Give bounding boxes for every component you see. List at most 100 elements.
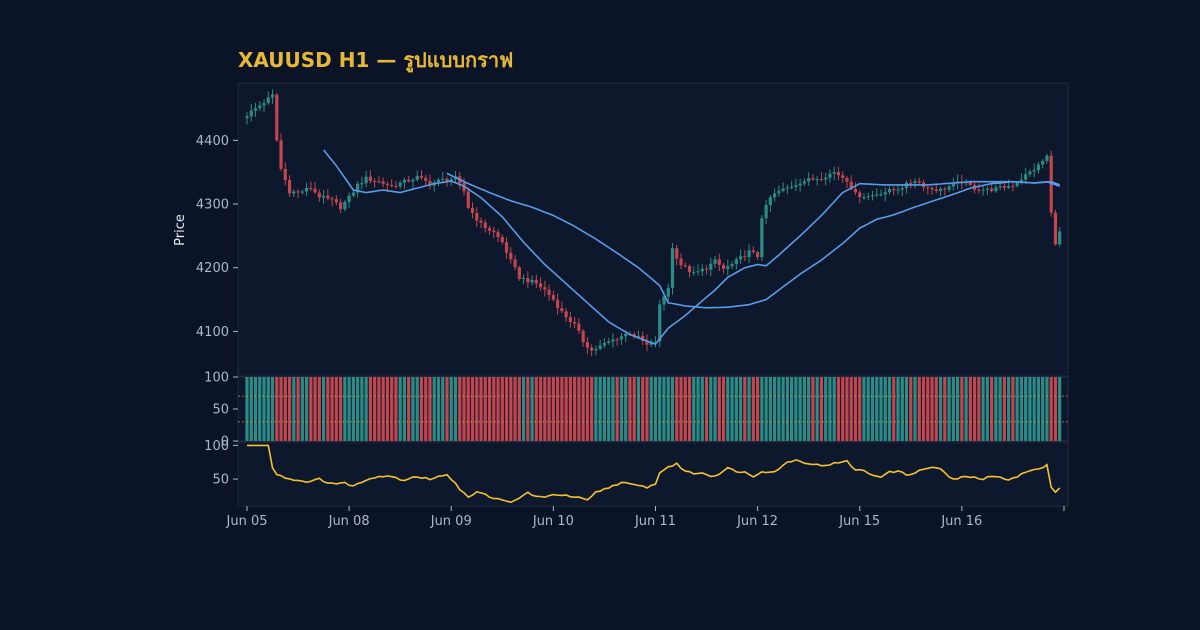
candle-body — [585, 341, 589, 348]
volume-bar — [432, 377, 436, 441]
volume-bar — [904, 377, 909, 441]
candle-body — [436, 179, 441, 183]
volume-bar — [743, 377, 747, 441]
volume-bar — [275, 377, 279, 441]
volume-bar — [1036, 377, 1041, 441]
candle-body — [845, 177, 849, 182]
candle-body — [611, 339, 615, 342]
candle-body — [1028, 171, 1032, 175]
candle-body — [670, 248, 675, 288]
moving-average-line — [322, 149, 1060, 346]
candle-body — [990, 188, 994, 192]
volume-bar — [560, 377, 564, 441]
volume-bar — [479, 377, 483, 441]
candle-body — [615, 339, 619, 341]
volume-bar — [466, 377, 470, 441]
volume-bar — [453, 377, 458, 441]
candle-body — [594, 348, 598, 351]
candle-body — [1036, 164, 1041, 171]
candle-body — [560, 308, 564, 312]
candle-body — [985, 188, 989, 190]
volume-bar — [517, 377, 521, 441]
candle-body — [785, 187, 789, 189]
candle-body — [704, 268, 709, 270]
axes: 4100 4200 4300 4400 0 50 100 50 100 Jun 05 Jun 08 J… — [196, 134, 1065, 529]
candle-body — [551, 295, 555, 300]
x-tick-label: Jun 11 — [634, 514, 676, 529]
candle-body — [275, 94, 279, 141]
candle-body — [709, 263, 713, 270]
volume-bar — [892, 377, 896, 441]
candle-body — [998, 186, 1002, 188]
volume-bar — [653, 377, 658, 441]
volume-bar — [726, 377, 730, 441]
candle-body — [364, 176, 368, 184]
candle-body — [334, 199, 338, 203]
candle-body — [492, 230, 496, 233]
volume-bar — [768, 377, 772, 441]
candle-body — [521, 277, 526, 279]
candle-body — [304, 188, 309, 192]
candle-body — [441, 178, 445, 180]
volume-bar — [245, 377, 249, 441]
candle-body — [1041, 160, 1045, 165]
candle-body — [487, 228, 492, 231]
volume-bar — [704, 377, 709, 441]
volume-bar — [649, 377, 653, 441]
candle-body — [543, 287, 547, 290]
volume-bar — [900, 377, 904, 441]
moving-averages — [322, 149, 1060, 346]
candle-body — [836, 172, 841, 176]
volume-bar — [1053, 377, 1058, 441]
candle-body — [696, 271, 700, 273]
x-tick-label: Jun 15 — [838, 514, 880, 529]
candle-body — [764, 204, 768, 219]
candle-body — [938, 188, 943, 191]
volume-bar — [373, 377, 377, 441]
volume-bar — [504, 377, 509, 441]
volume-bar — [556, 377, 560, 441]
volume-bar — [462, 377, 466, 441]
candle-body — [496, 232, 500, 238]
volume-bar — [832, 377, 836, 441]
candle-body — [253, 108, 258, 111]
volume-bar — [632, 377, 636, 441]
candle-body — [875, 194, 879, 196]
volume-bar — [598, 377, 602, 441]
oscillator-tick-label: 100 — [204, 439, 229, 454]
candle-body — [807, 178, 811, 182]
candle-body — [1058, 231, 1062, 245]
volume-bar — [1024, 377, 1028, 441]
volume-bar — [977, 377, 981, 441]
candle-body — [653, 341, 658, 343]
volume-bar — [730, 377, 734, 441]
volume-bar — [824, 377, 828, 441]
volume-bar — [1045, 377, 1049, 441]
price-panel — [237, 82, 1069, 377]
candle-body — [475, 212, 479, 221]
candle-body — [858, 192, 862, 198]
candle-body — [862, 197, 866, 199]
candle-body — [815, 179, 819, 181]
volume-bar — [964, 377, 968, 441]
volume-bar — [513, 377, 517, 441]
candle-body — [887, 188, 892, 193]
volume-bar — [960, 377, 964, 441]
volume-bar — [360, 377, 364, 441]
volume-bar — [679, 377, 683, 441]
volume-bar — [738, 377, 743, 441]
volume-bar — [721, 377, 726, 441]
volume-bar — [304, 377, 309, 441]
candle-body — [909, 182, 913, 184]
volume-bar — [636, 377, 641, 441]
candle-body — [517, 267, 521, 279]
volume-bar — [760, 377, 764, 441]
oscillator-line — [247, 444, 1061, 504]
candle-body — [870, 195, 875, 197]
volume-bar — [645, 377, 649, 441]
volume-bar — [487, 377, 492, 441]
candle-body — [717, 259, 721, 265]
volume-bar — [790, 377, 794, 441]
candle-body — [658, 304, 662, 342]
